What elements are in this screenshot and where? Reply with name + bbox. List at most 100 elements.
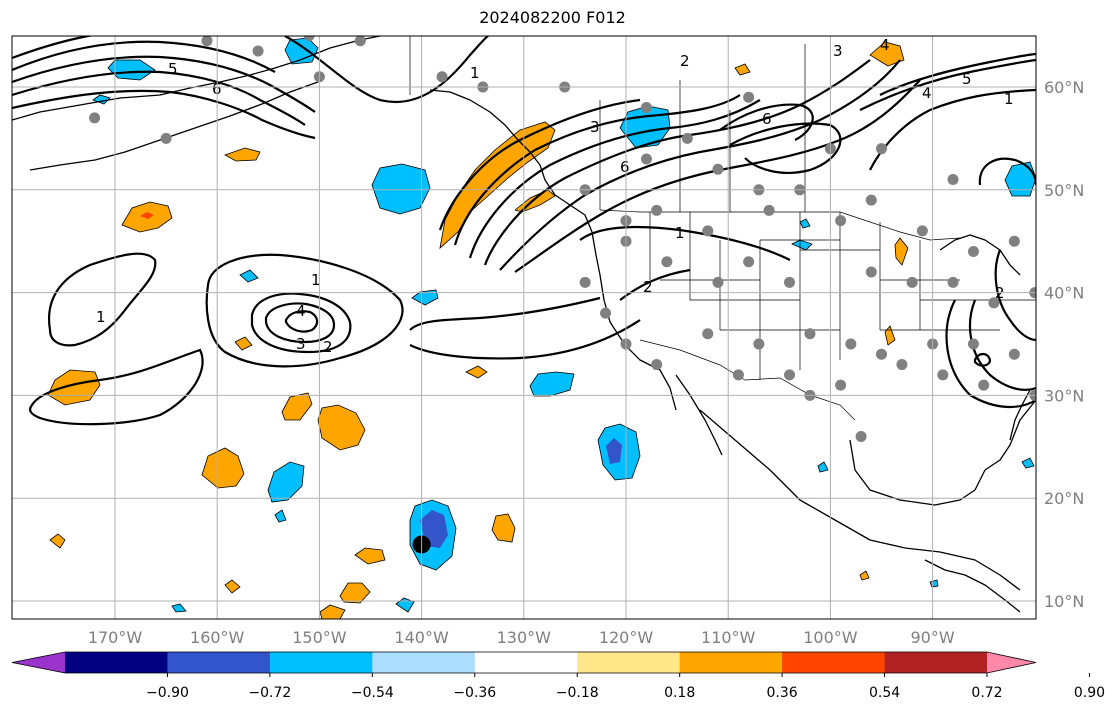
anomaly-region (929, 579, 939, 588)
anomaly-region (1021, 457, 1035, 469)
contour-rockies-2 (619, 268, 691, 301)
anomaly-region (491, 513, 516, 543)
colorbar-extension-min (12, 652, 65, 673)
contour-label: 2 (323, 338, 333, 356)
station-marker (763, 204, 775, 216)
aleutian-chain (29, 81, 319, 171)
station-marker (640, 153, 652, 165)
station-marker (354, 36, 366, 47)
contour-label: 1 (470, 64, 480, 82)
station-markers (89, 36, 1091, 463)
contour-ring-3 (264, 302, 336, 344)
anomaly-region (274, 509, 287, 523)
station-marker (1070, 410, 1081, 421)
station-marker (988, 297, 1000, 309)
contour-trough-main-2 (453, 94, 741, 246)
station-marker (855, 431, 867, 443)
latitude-label: 60°N (1044, 78, 1084, 97)
colorbar-segment (884, 652, 988, 673)
political-borders (409, 36, 1036, 421)
mexico-coast (699, 409, 1021, 591)
station-marker (712, 276, 724, 288)
anomaly-region (869, 41, 905, 67)
contour-nw-5 (12, 70, 306, 126)
station-marker (1008, 235, 1020, 247)
colorbar-tick-label: −0.18 (556, 685, 599, 701)
colorbar-tick-label: −0.90 (146, 685, 189, 701)
colorbar-tick-label: 0.72 (971, 685, 1002, 701)
contour-ring-1 (205, 253, 404, 368)
contour-ring-4 (250, 292, 352, 354)
negative-anomaly-regions (92, 37, 1036, 613)
gulf-coast (849, 399, 1036, 506)
contour-ring-1-west (47, 252, 157, 347)
station-marker (1060, 246, 1071, 257)
longitude-label: 110°W (701, 628, 756, 647)
anomaly-region (339, 582, 371, 604)
contour-nw-3 (12, 40, 276, 73)
colorbar-tick-labels: −0.90 −0.72 −0.54 −0.36 −0.18 0.18 0.36 0.54 0.7… (146, 673, 1105, 701)
contour-label: 4 (296, 302, 306, 320)
contour-se-1 (945, 299, 1036, 409)
station-marker (1060, 452, 1071, 463)
station-marker (1080, 431, 1091, 442)
contour-hudson-6 (719, 103, 814, 141)
longitude-label: 90°W (911, 628, 955, 647)
contour-label: 5 (962, 70, 972, 88)
station-marker (947, 174, 959, 186)
lat-lon-grid (12, 36, 1036, 619)
map-title: 2024082200 F012 (479, 8, 626, 27)
station-marker (978, 379, 990, 391)
station-marker (600, 307, 612, 319)
latitude-label: 30°N (1044, 386, 1084, 405)
contour-trough-main-6 (514, 79, 921, 273)
station-marker (579, 276, 591, 288)
anomaly-region (319, 604, 346, 619)
colorbar-tick-label: 0.36 (767, 685, 798, 701)
station-marker (201, 36, 213, 47)
anomaly-region (267, 461, 305, 503)
latitude-label: 10°N (1044, 592, 1084, 611)
anomaly-region (884, 325, 896, 346)
anomaly-region (171, 603, 187, 613)
station-marker (967, 338, 979, 350)
station-marker (753, 338, 765, 350)
contour-label: 4 (880, 36, 890, 54)
colorbar-outline (11, 651, 1037, 674)
contour-label: 2 (680, 52, 690, 70)
anomaly-region (439, 121, 556, 250)
anomaly-region (791, 239, 813, 251)
latitude-labels: 60°N 50°N 40°N 30°N 20°N 10°N (1044, 78, 1084, 611)
station-marker (712, 163, 724, 175)
anomaly-region (371, 163, 431, 215)
station-marker (661, 256, 673, 268)
anomaly-region (234, 336, 253, 351)
contour-label: 1 (1004, 90, 1014, 108)
colorbar-segment (269, 652, 373, 673)
colorbar-segment (65, 652, 168, 673)
contour-nw-4 (12, 55, 316, 113)
contour-nw-6 (12, 89, 316, 140)
station-marker (784, 276, 796, 288)
contour-se-3 (994, 249, 1036, 342)
contour-label: 4 (922, 84, 932, 102)
colorbar-segment (167, 652, 271, 673)
station-marker (876, 348, 887, 360)
contour-label: 3 (296, 335, 306, 353)
colorbar-extension-max (987, 652, 1036, 673)
contour-trough-1 (29, 348, 204, 426)
contour-label: 1 (311, 271, 321, 289)
colorbar-tick-label: −0.72 (248, 685, 291, 701)
station-marker (743, 256, 755, 268)
station-marker (845, 338, 857, 350)
contour-trough-main-5 (499, 59, 901, 271)
station-marker (436, 71, 448, 83)
contour-label: 5 (168, 60, 178, 78)
contour-label: 3 (833, 42, 843, 60)
florida (1009, 389, 1031, 441)
positive-anomaly-regions (47, 41, 909, 619)
contour-rockies-1 (579, 225, 791, 261)
contour-label: 1 (675, 224, 685, 242)
contour-se-2 (968, 299, 1036, 391)
